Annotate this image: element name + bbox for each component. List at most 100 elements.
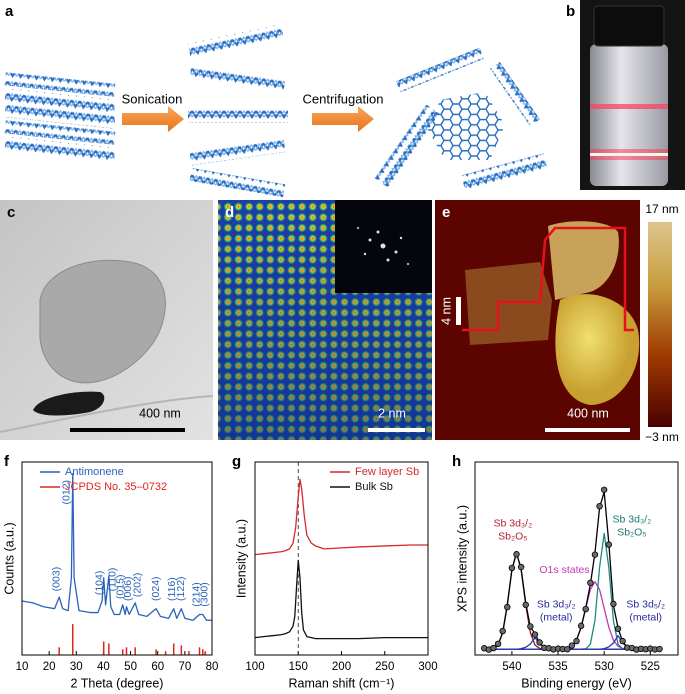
data-point [591, 551, 599, 558]
vial [590, 44, 668, 186]
annotation: Sb 3d₃/₂ [537, 599, 576, 611]
layer [188, 110, 288, 123]
layer [4, 120, 116, 145]
layer [4, 72, 116, 97]
data-point [517, 563, 525, 571]
flakes [374, 47, 548, 193]
annotation: (metal) [540, 612, 573, 624]
panel-d: d 2 nm [218, 200, 432, 440]
axis-label: Raman shift (cm⁻¹) [289, 676, 395, 690]
scale-bar [545, 428, 630, 432]
ribbon [490, 61, 540, 127]
data-point [522, 601, 529, 609]
tick-label: 525 [641, 661, 660, 673]
tick-label: 70 [178, 661, 191, 673]
layer [187, 24, 284, 57]
fft-spot [407, 263, 409, 265]
annotation: (012) [61, 480, 73, 505]
annotation: (024) [150, 576, 162, 601]
annotation: (006) [122, 576, 134, 601]
grid-edge [0, 395, 214, 433]
fft-spot [386, 258, 390, 262]
panel-b: b [566, 0, 685, 190]
scale-bar [368, 428, 425, 432]
exfoliated-layers [187, 24, 288, 198]
color-bar-label: −3 nm [645, 430, 679, 444]
data-point [587, 579, 594, 587]
fft-spot [399, 236, 403, 240]
height-profile [462, 226, 634, 332]
tick-label: 540 [502, 661, 521, 673]
annotation: (214) [190, 582, 202, 607]
axis-label: Binding energy (eV) [521, 676, 631, 690]
panel-label: b [566, 3, 575, 20]
annotation: (110) [107, 568, 119, 592]
layer [4, 104, 116, 129]
tick-label: 100 [245, 661, 264, 673]
annotation: (104) [94, 571, 106, 596]
flake [465, 262, 552, 345]
data-point [564, 646, 571, 653]
color-bar-label: 17 nm [645, 202, 678, 216]
layer [4, 88, 116, 113]
annotation: (003) [51, 567, 63, 592]
tick-label: 40 [97, 661, 110, 673]
panel-a: a Sonication Centrifugation [4, 3, 548, 198]
tick-label: 20 [43, 661, 56, 673]
monolayer [428, 92, 505, 160]
fft-spot [368, 238, 372, 242]
data-point [499, 627, 506, 635]
data-point [610, 600, 617, 608]
series-line [21, 472, 212, 621]
fft-spot [357, 227, 359, 229]
step-label: Sonication [122, 91, 183, 106]
tick-label: 10 [16, 661, 29, 673]
data-point [494, 640, 502, 648]
fft-spots [357, 227, 409, 265]
layer [189, 65, 286, 92]
data-point [536, 639, 543, 646]
ribbon [396, 47, 484, 93]
fft-spot [376, 230, 380, 234]
step-label: Centrifugation [303, 91, 384, 106]
data-point [527, 623, 534, 630]
data-point [614, 625, 622, 632]
data-point [619, 637, 626, 645]
plot-frame [474, 461, 679, 656]
axis-label: 2 Theta (degree) [71, 676, 164, 690]
axis-label: Intensity (a.u.) [234, 519, 248, 598]
annotation: Sb 3d₅/₂ [626, 599, 665, 611]
axis-label: Counts (a.u.) [2, 522, 16, 594]
tick-label: 60 [151, 661, 164, 673]
flake [555, 294, 640, 405]
annotation: Sb₂O₅ [617, 527, 646, 539]
tick-label: 250 [375, 661, 394, 673]
fft-spot [363, 252, 367, 256]
data-point [504, 603, 511, 611]
tick-label: 300 [418, 661, 437, 673]
tick-label: 530 [595, 661, 614, 673]
data-point [513, 551, 520, 558]
annotation: (metal) [629, 612, 662, 624]
layer [189, 139, 286, 166]
panel-label: c [7, 204, 15, 221]
panel-e: e 4 nm 400 nm 17 nm −3 nm [435, 200, 679, 444]
scale-label: 400 nm [567, 406, 609, 420]
tick-label: 150 [289, 661, 308, 673]
series-line [254, 478, 428, 556]
tick-label: 535 [548, 661, 567, 673]
annotation: (300) [199, 582, 211, 607]
scale-label: 2 nm [378, 406, 406, 420]
data-point [582, 605, 589, 613]
height-bar [456, 297, 461, 325]
data-point [531, 631, 539, 638]
vial-cap [593, 5, 665, 47]
data-point [573, 637, 580, 645]
tick-label: 30 [70, 661, 83, 673]
ribbon [374, 104, 440, 188]
panel-label: d [225, 204, 234, 221]
arrow [122, 106, 184, 132]
